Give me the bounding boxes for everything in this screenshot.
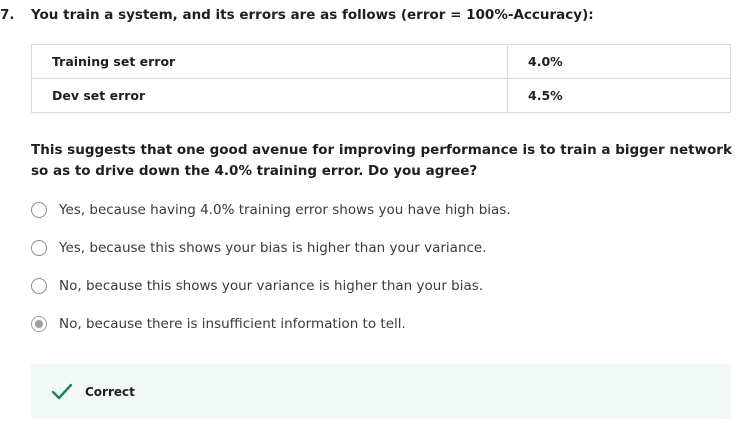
option-label: No, because this shows your variance is …: [59, 278, 484, 294]
table-cell-label: Dev set error: [31, 78, 508, 113]
question-text: This suggests that one good avenue for i…: [31, 142, 732, 179]
radio-button[interactable]: [31, 278, 47, 294]
table-row: Training set error 4.0%: [31, 44, 731, 79]
table-row: Dev set error 4.5%: [31, 78, 731, 113]
radio-button-selected[interactable]: [31, 316, 47, 332]
answer-option-1[interactable]: Yes, because having 4.0% training error …: [31, 200, 511, 220]
question-number: 7.: [0, 7, 15, 23]
table-cell-value: 4.0%: [507, 44, 731, 79]
table-cell-label: Training set error: [31, 44, 508, 79]
feedback-label: Correct: [85, 384, 135, 399]
option-label: Yes, because having 4.0% training error …: [59, 202, 511, 218]
option-label: No, because there is insufficient inform…: [59, 316, 406, 332]
radio-button[interactable]: [31, 202, 47, 218]
error-table: Training set error 4.0% Dev set error 4.…: [31, 44, 731, 113]
answer-option-2[interactable]: Yes, because this shows your bias is hig…: [31, 238, 487, 258]
table-cell-value: 4.5%: [507, 78, 731, 113]
option-label: Yes, because this shows your bias is hig…: [59, 240, 487, 256]
question-prompt: You train a system, and its errors are a…: [31, 7, 594, 23]
radio-button[interactable]: [31, 240, 47, 256]
feedback-banner: Correct: [31, 364, 731, 419]
answer-option-4[interactable]: No, because there is insufficient inform…: [31, 314, 406, 334]
answer-option-3[interactable]: No, because this shows your variance is …: [31, 276, 483, 296]
check-icon: [51, 383, 73, 401]
